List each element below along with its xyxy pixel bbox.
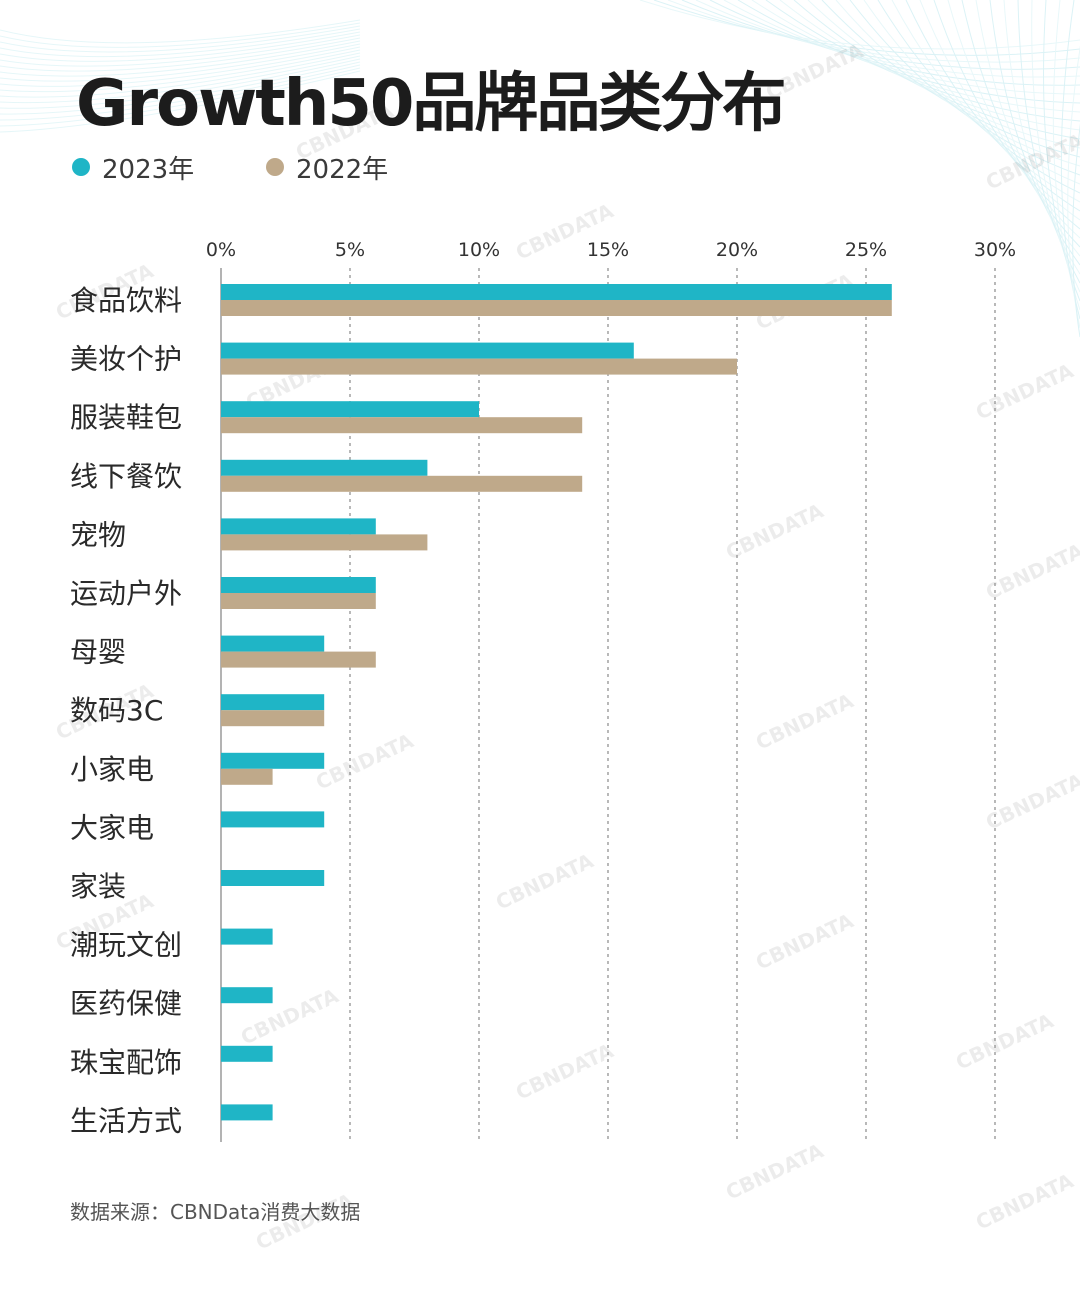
category-label: 医药保健: [70, 987, 182, 1020]
bar-2023: [221, 459, 428, 476]
bar-2022: [221, 710, 325, 727]
wave-line: [891, 0, 1080, 203]
wave-line: [1072, 123, 1080, 338]
bar-2023: [221, 1104, 273, 1121]
legend-swatch-2022: [266, 158, 284, 176]
category-label: 美妆个护: [70, 343, 182, 376]
wave-line: [681, 0, 1080, 70]
wave-line: [0, 49, 361, 93]
bar-2023: [221, 694, 325, 711]
wave-line: [835, 0, 1080, 167]
bar-2022: [221, 651, 376, 668]
left-wave-lines: [0, 19, 361, 133]
corner-wave-lines: [639, 0, 1080, 338]
bar-2023: [221, 987, 273, 1004]
bar-2023: [221, 635, 325, 652]
bar-2023: [221, 284, 892, 300]
legend-label-2023: 2023年: [102, 154, 195, 185]
category-label: 生活方式: [70, 1104, 182, 1137]
wave-line: [0, 31, 361, 62]
wave-line: [947, 0, 1080, 239]
wave-line: [933, 0, 1080, 230]
wave-line: [0, 55, 361, 104]
legend-item-2022: 2022年: [266, 150, 389, 185]
x-tick-label: 10%: [458, 239, 500, 261]
wave-line: [723, 0, 1080, 95]
category-label: 食品饮料: [70, 284, 182, 317]
bar-2023: [221, 870, 325, 886]
wave-line: [0, 52, 361, 98]
bar-2023: [221, 577, 376, 593]
bar-2023: [221, 928, 273, 945]
x-tick-label: 30%: [974, 239, 1016, 261]
wave-line: [667, 0, 1080, 63]
category-label: 珠宝配饰: [70, 1046, 182, 1079]
category-label: 母婴: [70, 636, 126, 669]
wave-line: [0, 58, 361, 109]
wave-line: [695, 0, 1080, 78]
category-label: 数码3C: [70, 694, 163, 727]
bar-2022: [221, 475, 583, 492]
category-label: 线下餐饮: [70, 460, 182, 493]
category-label: 运动户外: [70, 577, 182, 610]
bar-2023: [221, 342, 634, 359]
wave-line: [0, 70, 361, 133]
chart-title: Growth50品牌品类分布: [76, 67, 786, 141]
category-label: 小家电: [70, 753, 154, 786]
legend-item-2023: 2023年: [72, 150, 195, 185]
bar-2023: [221, 401, 479, 418]
x-tick-label: 5%: [335, 239, 365, 261]
wave-line: [737, 0, 1080, 104]
bar-2023: [221, 518, 376, 535]
data-source-note: 数据来源：CBNData消费大数据: [70, 1200, 361, 1224]
wave-line: [0, 67, 361, 127]
wave-line: [0, 43, 361, 82]
bar-2023: [221, 1045, 273, 1062]
wave-line: [905, 0, 1080, 212]
wave-line: [849, 0, 1080, 176]
wave-line: [0, 37, 361, 72]
x-tick-label: 15%: [587, 239, 629, 261]
wave-line: [0, 25, 361, 53]
wave-line: [0, 19, 361, 44]
bar-2022: [221, 593, 376, 609]
wave-line: [0, 64, 361, 121]
x-tick-label: 20%: [716, 239, 758, 261]
x-tick-label: 0%: [206, 239, 236, 261]
bar-2023: [221, 811, 325, 828]
wave-line: [877, 0, 1080, 194]
x-tick-label: 25%: [845, 239, 887, 261]
wave-line: [0, 46, 361, 87]
category-label: 潮玩文创: [70, 929, 182, 962]
wave-line: [0, 34, 361, 67]
bar-2023: [221, 752, 325, 769]
bar-2022: [221, 358, 737, 375]
category-label: 服装鞋包: [70, 401, 182, 434]
wave-line: [0, 61, 361, 115]
wave-line: [919, 0, 1080, 221]
category-label: 大家电: [70, 811, 154, 844]
wave-line: [709, 0, 1080, 86]
legend-swatch-2023: [72, 158, 90, 176]
legend-label-2022: 2022年: [296, 154, 389, 185]
category-label: 宠物: [70, 518, 126, 551]
bar-2022: [221, 768, 273, 785]
bar-2022: [221, 417, 583, 434]
bar-2022: [221, 300, 892, 316]
category-label: 家装: [70, 870, 126, 903]
wave-line: [0, 28, 361, 58]
wave-line: [0, 40, 361, 77]
wave-line: [0, 22, 361, 48]
bar-2022: [221, 534, 428, 551]
